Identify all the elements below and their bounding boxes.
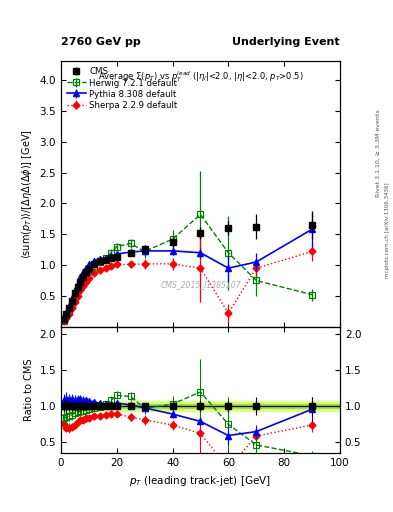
Legend: CMS, Herwig 7.2.1 default, Pythia 8.308 default, Sherpa 2.2.9 default: CMS, Herwig 7.2.1 default, Pythia 8.308 …	[65, 66, 179, 112]
Text: mcplots.cern.ch [arXiv:1306.3436]: mcplots.cern.ch [arXiv:1306.3436]	[385, 183, 389, 278]
Text: CMS_2015_I1385107: CMS_2015_I1385107	[160, 280, 241, 289]
Y-axis label: Ratio to CMS: Ratio to CMS	[24, 359, 34, 421]
Bar	[61, 404, 340, 409]
Text: Rivet 3.1.10, ≥ 3.3M events: Rivet 3.1.10, ≥ 3.3M events	[376, 110, 380, 198]
Text: 2760 GeV pp: 2760 GeV pp	[61, 37, 141, 47]
Y-axis label: $\langle$sum$(p_T)\rangle/[\Delta\eta\Delta(\Delta\phi)]$ [GeV]: $\langle$sum$(p_T)\rangle/[\Delta\eta\De…	[20, 129, 34, 259]
Text: Underlying Event: Underlying Event	[232, 37, 340, 47]
Text: Average $\Sigma(p_T)$ vs $p_T^{lead}$ ($|\eta_l|$<2.0, $|\eta|$<2.0, $p_T$>0.5): Average $\Sigma(p_T)$ vs $p_T^{lead}$ ($…	[97, 70, 303, 84]
X-axis label: $p_T$ (leading track-jet) [GeV]: $p_T$ (leading track-jet) [GeV]	[129, 474, 272, 487]
Bar	[61, 401, 340, 411]
